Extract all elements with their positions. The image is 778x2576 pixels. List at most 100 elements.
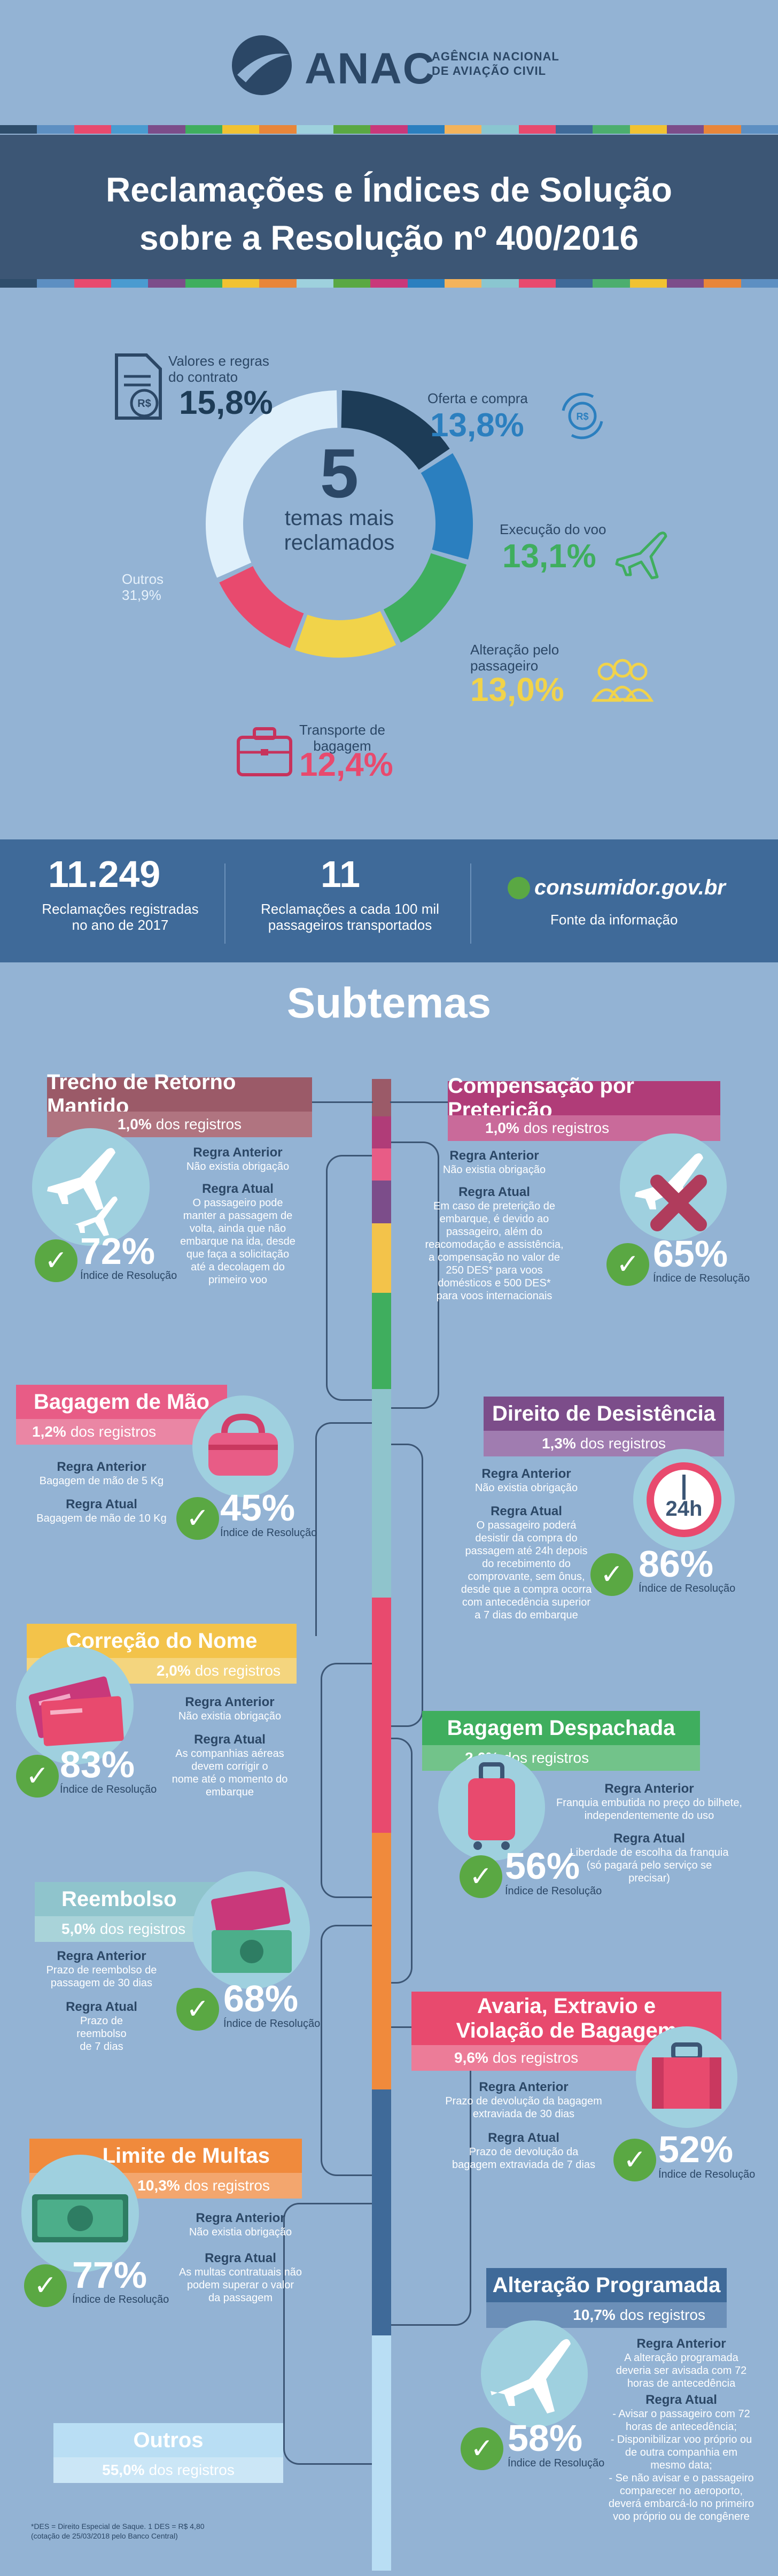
card-reembolso-title: Reembolso [35,1882,222,1916]
card-avaria-title: Avaria, Extravio e Violação de Bagagem [411,1992,721,2045]
card-bagagem-mao-anterior: Bagagem de mão de 5 Kg [39,1475,164,1487]
connector [391,1738,413,1984]
regra-atual-label: Regra Atual [202,1182,274,1196]
source-label: Fonte da informação [550,912,678,928]
stripe-segment [222,125,260,134]
card-compensacao-title: Compensação por Preterição [448,1074,720,1122]
timeline-segment [372,1116,391,1148]
card-despachada-title: Bagagem Despachada [422,1711,700,1745]
connector [310,1101,373,1103]
page-title-line1: Reclamações e Índices de Solução [105,171,673,209]
stripe-segment [0,279,37,288]
card-correcao-anterior: Não existia obrigação [178,1710,282,1722]
anac-logo-icon [232,35,292,95]
card-reembolso-anterior: Prazo de reembolso de passagem de 30 dias [46,1964,157,1989]
timeline-segment [372,1833,391,2089]
card-alteracao-pct: 10,7% dos registros [486,2302,727,2328]
card-avaria-anterior: Prazo de devolução da bagagem extraviada … [445,2095,602,2120]
card-correcao-atual: As companhias aéreas devem corrigir o nome… [172,1748,288,1798]
regra-anterior-label: Regra Anterior [196,2211,285,2225]
stripe-segment [296,125,333,134]
regra-atual-label: Regra Atual [205,2251,276,2265]
timeline-segment [372,1293,391,1389]
topic-baggage-pct: 12,4% [299,746,393,783]
stripe-segment [704,279,741,288]
regra-anterior-label: Regra Anterior [604,1781,694,1796]
regra-atual-label: Regra Atual [613,1831,685,1846]
card-alteracao-title: Alteração Programada [486,2268,727,2302]
connector [321,1925,372,2176]
stripe-segment [370,125,408,134]
card-avaria-illustration [636,2026,737,2128]
regra-atual-label: Regra Atual [194,1732,266,1747]
donut-slice [295,611,396,658]
timeline-segment [372,1598,391,1833]
stripe-segment [407,279,445,288]
stripe-segment [111,125,149,134]
footnote: *DES = Direito Especial de Saque. 1 DES … [31,2522,205,2540]
anac-logo-name: ANAC [305,44,435,93]
check-icon: ✓ [35,1239,77,1282]
stripe-segment [629,125,667,134]
check-icon: ✓ [590,1553,633,1596]
topic-offer-label: Oferta e compra [427,390,528,406]
indice-label: Índice de Resolução [220,1527,317,1539]
card-outros-pct: 55,0% dos registros [53,2457,283,2483]
stripe-segment [444,279,482,288]
donut-center-line1: temas mais [284,506,394,530]
airplane-cancelled-icon [635,1153,707,1231]
topic-flight-label: Execução do voo [500,521,606,537]
stripe-segment [333,279,371,288]
stripe-segment [37,279,74,288]
exchange-money-icon: R$ [562,392,603,439]
donut-slice [421,453,473,560]
contract-document-icon: R$ [115,353,162,420]
donut-slice [206,390,338,578]
check-icon: ✓ [176,1497,219,1540]
stripe-segment [741,125,778,134]
connector [391,2026,471,2326]
connector [391,1444,423,1727]
card-compensacao-illustration [620,1133,727,1240]
regra-atual-label: Regra Atual [66,2000,137,2014]
card-trecho-atual: O passageiro pode manter a passagem de vol… [180,1197,295,1286]
airplane-outline-icon [615,531,667,580]
check-icon: ✓ [24,2264,67,2307]
card-bagagem-mao-resolution: 45% [220,1487,295,1529]
donut-center-line2: reclamados [284,531,395,554]
card-alteracao-illustration [481,2320,588,2427]
stripe-segment [0,125,37,134]
timeline-segment [372,2335,391,2571]
topic-change-label: Alteração pelo passageiro [470,642,559,674]
stripe-segment [666,125,704,134]
timeline-segment [372,2089,391,2335]
svg-text:R$: R$ [576,411,588,422]
card-trecho-resolution: 72% [80,1230,155,1272]
stripe-segment [111,279,149,288]
timeline-segment [372,1148,391,1181]
card-multas-illustration [21,2155,139,2272]
card-compensacao-anterior: Não existia obrigação [442,1164,546,1176]
stripe-segment [74,279,111,288]
connector [391,1142,439,1409]
topic-contract-label: Valores e regras do contrato [168,353,269,385]
topic-flight-pct: 13,1% [502,538,596,575]
card-desistencia-title: Direito de Desistência [484,1397,724,1431]
regra-atual-label: Regra Atual [491,1504,562,1518]
donut-center-number: 5 [320,434,359,512]
card-reembolso-resolution: 68% [223,1978,299,2019]
check-icon: ✓ [613,2139,656,2181]
indice-label: Índice de Resolução [508,2457,605,2469]
topic-others-pct: 31,9% [122,587,161,603]
handbag-icon [208,1413,278,1476]
page-title-line2: sobre a Resolução nº 400/2016 [139,219,639,257]
stripe-segment [222,279,260,288]
airplane-icon [491,2339,571,2413]
clock-24h-label: 24h [665,1497,703,1521]
card-compensacao-resolution: 65% [653,1233,728,1275]
card-avaria-atual: Prazo de devolução da bagagem extraviada … [452,2146,595,2171]
indice-label: Índice de Resolução [223,2018,321,2030]
topic-contract-pct: 15,8% [179,384,273,421]
stripe-segment [407,125,445,134]
regra-anterior-label: Regra Anterior [185,1695,275,1709]
